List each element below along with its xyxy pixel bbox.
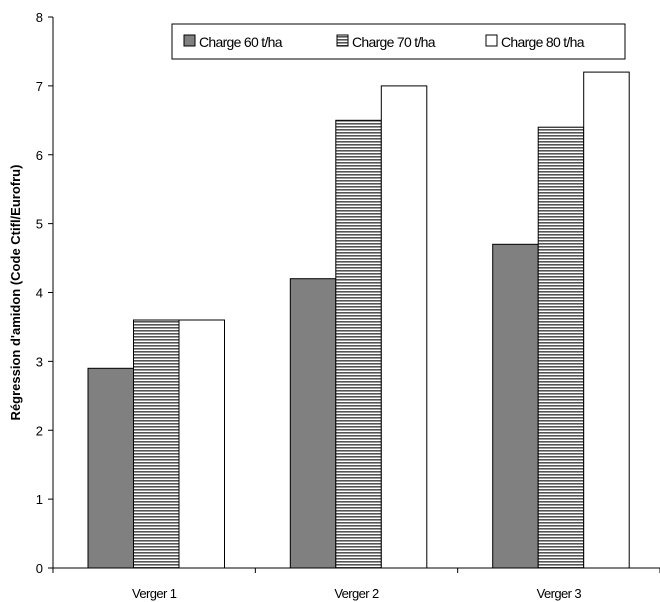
y-tick-label: 6 (36, 148, 43, 163)
bar-2-verger-1 (133, 319, 180, 569)
x-category-labels: Verger 1 Verger 2 Verger 3 (132, 586, 582, 601)
legend-label: Charge 80 t/ha (501, 34, 585, 50)
bar-2-verger-3 (537, 126, 585, 569)
axes-group (48, 16, 660, 573)
legend: Charge 60 t/ha Charge 70 t/ha Charge 80 t/… (171, 23, 626, 60)
bar-3-verger-3 (583, 71, 630, 569)
y-tick-label: 4 (36, 286, 43, 301)
y-tick-label: 5 (36, 217, 43, 232)
y-axis-label: Régression d'amidon (Code Ctifl/Eurofru) (8, 165, 23, 421)
legend-label: Charge 70 t/ha (352, 34, 436, 50)
y-tick-label: 0 (36, 561, 43, 576)
bar-3-verger-1 (178, 319, 225, 569)
y-tick-labels: 0 1 2 3 4 5 6 7 8 (36, 10, 43, 576)
legend-swatch (183, 34, 196, 47)
y-tick-label: 1 (36, 492, 43, 507)
y-tick-label: 8 (36, 10, 43, 25)
bars-group (87, 71, 630, 569)
x-category-label: Verger 3 (537, 586, 582, 601)
y-tick-label: 2 (36, 423, 43, 438)
x-category-label: Verger 1 (132, 586, 177, 601)
y-tick-label: 3 (36, 354, 43, 369)
bar-3-verger-2 (380, 85, 428, 569)
y-tick-label: 7 (36, 79, 43, 94)
legend-box (171, 23, 626, 60)
bar-1-verger-3 (492, 243, 539, 569)
bar-2-verger-2 (335, 119, 382, 569)
bar-1-verger-2 (289, 278, 337, 569)
x-category-label: Verger 2 (334, 586, 379, 601)
legend-swatch (485, 34, 498, 47)
legend-label: Charge 60 t/ha (199, 34, 283, 50)
bar-1-verger-1 (87, 367, 134, 569)
legend-swatch (336, 34, 349, 47)
